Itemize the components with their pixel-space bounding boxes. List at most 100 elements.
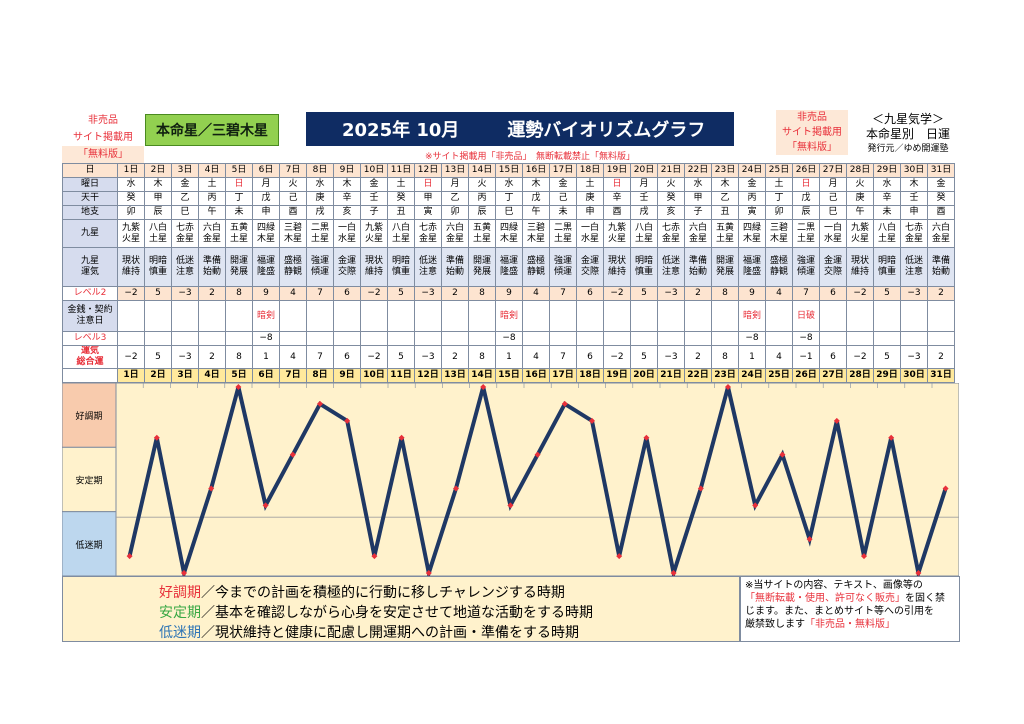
level2-cell: 2 (198, 286, 226, 301)
data-point-29日 (888, 434, 895, 441)
day-footer-cell: 20日 (630, 368, 658, 383)
level3-cell (603, 331, 631, 346)
band-label-bg (62, 383, 117, 448)
weekday-cell: 土 (387, 177, 415, 192)
fortune-cell: 開運 発展 (225, 247, 253, 287)
fortune-cell: 金運 交際 (576, 247, 604, 287)
stem-cell: 乙 (171, 191, 199, 206)
star-cell: 六白 金星 (927, 219, 955, 248)
branch-cell: 酉 (279, 205, 307, 220)
weekday-cell: 月 (630, 177, 658, 192)
row-branch: 地支卯辰巳午未申酉戌亥子丑寅卯辰巳午未申酉戌亥子丑寅卯辰巳午未申酉 (62, 205, 955, 220)
branch-cell: 未 (873, 205, 901, 220)
branch-cell: 寅 (414, 205, 442, 220)
stem-cell: 癸 (117, 191, 145, 206)
total-cell: −3 (414, 345, 442, 369)
level2-cell: 4 (522, 286, 550, 301)
level3-cell (900, 331, 928, 346)
data-point-18日 (589, 417, 595, 424)
total-cell: −3 (171, 345, 199, 369)
fortune-cell: 明暗 慎重 (630, 247, 658, 287)
day-cell: 4日 (198, 163, 226, 178)
star-cell: 二黒 土星 (792, 219, 820, 248)
nonsale-left-line3: 「無料版」 (62, 146, 144, 163)
day-cell: 23日 (711, 163, 739, 178)
honmei-star-label: 本命星／三碧木星 (145, 114, 279, 146)
row-label-day-footer (62, 368, 118, 383)
fortune-cell: 低迷 注意 (171, 247, 199, 287)
data-point-27日 (833, 417, 840, 424)
star-cell: 八白 土星 (144, 219, 172, 248)
money-cell (819, 300, 847, 332)
fortune-cell: 明暗 慎重 (873, 247, 901, 287)
money-cell (711, 300, 739, 332)
level3-cell (225, 331, 253, 346)
day-footer-cell: 8日 (306, 368, 334, 383)
level3-cell (576, 331, 604, 346)
stem-cell: 丁 (225, 191, 253, 206)
star-cell: 三碧 木星 (279, 219, 307, 248)
kyusei-subtitle: 本命星別 日運 (865, 127, 950, 141)
total-cell: 4 (279, 345, 307, 369)
total-cell: 6 (819, 345, 847, 369)
fortune-cell: 強運 傾運 (306, 247, 334, 287)
day-footer-cell: 30日 (900, 368, 928, 383)
branch-cell: 卯 (765, 205, 793, 220)
branch-cell: 卯 (441, 205, 469, 220)
data-point-12日 (425, 570, 432, 576)
level3-cell (333, 331, 361, 346)
day-footer-cell: 16日 (522, 368, 550, 383)
stem-cell: 己 (279, 191, 307, 206)
stem-cell: 壬 (630, 191, 658, 206)
row-weekday: 曜日水木金土日月火水木金土日月火水木金土日月火水木金土日月火水木金 (62, 177, 955, 192)
data-point-3日 (181, 570, 187, 576)
day-cell: 8日 (306, 163, 334, 178)
data-point-10日 (371, 553, 378, 560)
day-footer-cell: 15日 (495, 368, 523, 383)
total-cell: 8 (468, 345, 496, 369)
weekday-cell: 木 (333, 177, 361, 192)
star-cell: 四緑 木星 (252, 219, 280, 248)
data-point-26日 (806, 536, 813, 543)
weekday-cell: 金 (360, 177, 388, 192)
money-cell: 日破 (792, 300, 820, 332)
branch-cell: 申 (252, 205, 280, 220)
description-text: ／基本を確認しながら心身を安定させて地道な活動をする時期 (201, 605, 593, 621)
money-cell (306, 300, 334, 332)
weekday-cell: 日 (603, 177, 631, 192)
day-cell: 28日 (846, 163, 874, 178)
money-cell (225, 300, 253, 332)
total-cell: 2 (198, 345, 226, 369)
level3-cell (306, 331, 334, 346)
publisher: 発行元／ゆめ開運塾 (867, 144, 949, 154)
day-cell: 25日 (765, 163, 793, 178)
period-descriptions: 好調期／今までの計画を積極的に行動に移しチャレンジする時期 安定期／基本を確認しな… (62, 576, 740, 642)
level2-cell: −2 (117, 286, 145, 301)
stem-cell: 甲 (684, 191, 712, 206)
level3-cell (657, 331, 685, 346)
day-cell: 10日 (360, 163, 388, 178)
nonsale-left-line2: サイト掲載用 (73, 132, 133, 143)
copyright-line4-text: 厳禁致します (745, 619, 805, 630)
fortune-cell: 現状 維持 (360, 247, 388, 287)
data-point-15日 (507, 502, 514, 509)
fortune-table: 日 1日 2日 3日 4日 5日 6日 7日 8日 9日 10日 11日 12日 13日 14日 15日 16日… (62, 163, 955, 383)
level3-cell (468, 331, 496, 346)
day-cell: 1日 (117, 163, 145, 178)
nonsale-right-line2: サイト掲載用 (782, 127, 842, 138)
level2-cell: −2 (360, 286, 388, 301)
star-cell: 五黄 土星 (711, 219, 739, 248)
description-line: 好調期／今までの計画を積極的に行動に移しチャレンジする時期 (159, 583, 739, 603)
stem-cell: 庚 (846, 191, 874, 206)
total-cell: 8 (225, 345, 253, 369)
weekday-cell: 水 (117, 177, 145, 192)
star-cell: 五黄 土星 (468, 219, 496, 248)
total-cell: −1 (792, 345, 820, 369)
day-footer-cell: 23日 (711, 368, 739, 383)
money-cell (387, 300, 415, 332)
weekday-cell: 木 (711, 177, 739, 192)
day-cell: 31日 (927, 163, 955, 178)
day-cell: 7日 (279, 163, 307, 178)
day-footer-cell: 18日 (576, 368, 604, 383)
branch-cell: 酉 (927, 205, 955, 220)
